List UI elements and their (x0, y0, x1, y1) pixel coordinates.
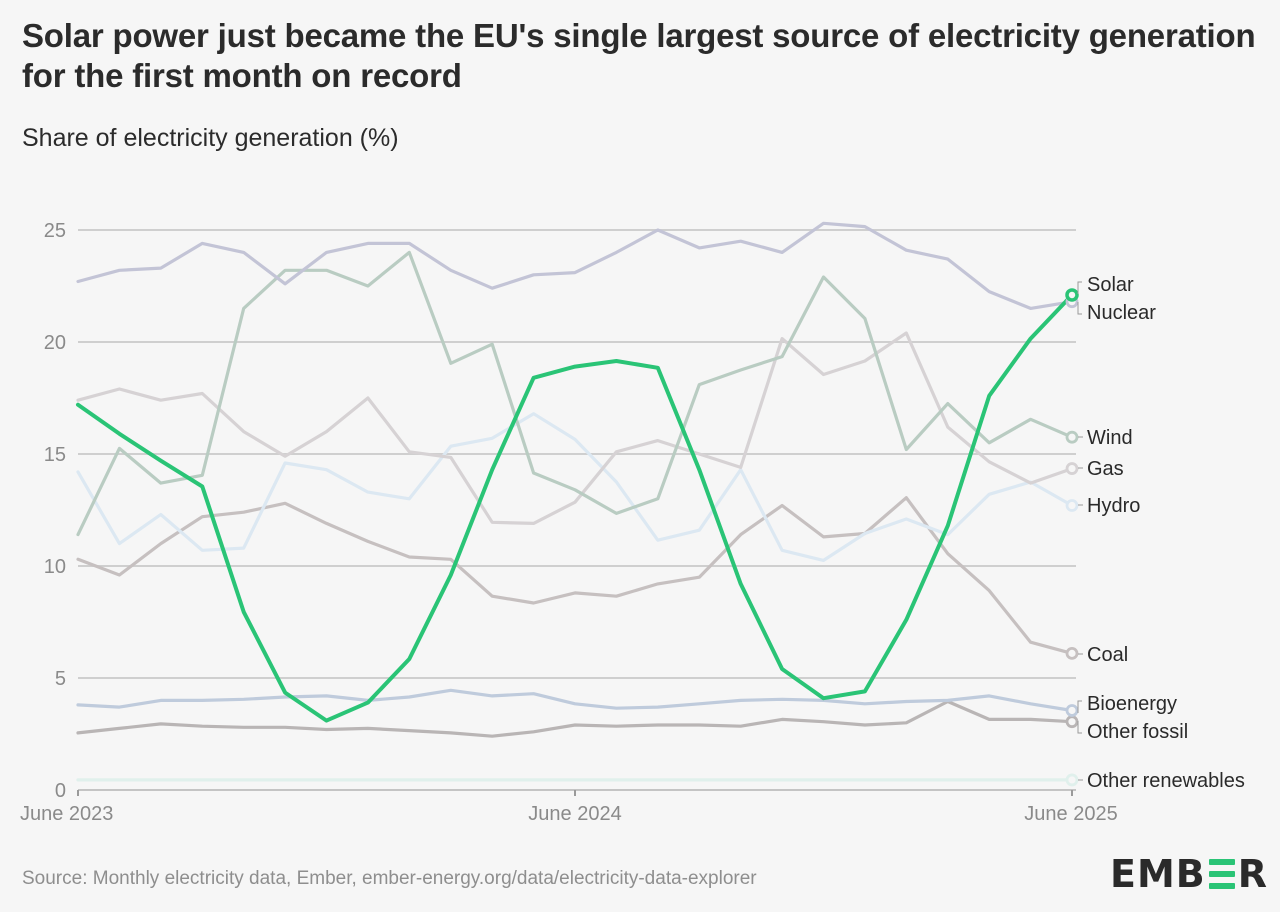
logo-green-e-icon (1208, 859, 1235, 889)
chart-subtitle: Share of electricity generation (%) (22, 124, 399, 152)
y-tick-label: 5 (55, 668, 66, 690)
label-bracket (1077, 302, 1082, 315)
logo-text-right: R (1237, 852, 1268, 896)
series-line-bioenergy (76, 688, 1074, 713)
series-line-hydro (76, 412, 1074, 562)
end-marker-coal (1065, 646, 1079, 660)
y-tick-label: 20 (44, 332, 66, 354)
end-marker-other-fossil (1065, 715, 1079, 729)
ember-logo: EMB R (1110, 852, 1268, 896)
series-line-gas (76, 331, 1074, 525)
chart-title: Solar power just became the EU's single … (22, 17, 1256, 94)
series-line-solar (76, 293, 1074, 723)
end-label-other-renewables: Other renewables (1087, 770, 1245, 792)
label-bracket (1077, 700, 1082, 713)
end-label-hydro: Hydro (1087, 495, 1140, 517)
series-line-wind (76, 250, 1074, 537)
end-marker-gas (1065, 462, 1079, 475)
end-label-nuclear: Nuclear (1087, 302, 1156, 324)
end-label-solar: Solar (1087, 274, 1134, 296)
y-tick-label: 0 (55, 780, 66, 802)
end-marker-hydro (1065, 499, 1079, 512)
x-tick-label: June 2025 (1024, 803, 1117, 825)
logo-text-left: EMB (1109, 852, 1206, 896)
end-markers (1065, 288, 1079, 787)
end-label-wind: Wind (1087, 427, 1133, 449)
gridlines (78, 229, 1076, 791)
x-tick-label: June 2024 (528, 803, 621, 825)
end-label-other-fossil: Other fossil (1087, 721, 1188, 743)
x-axis: June 2023 June 2024 June 2025 (20, 790, 1118, 825)
series-line-other-fossil (76, 699, 1074, 738)
y-axis-ticks: 0 5 10 15 20 25 (44, 220, 66, 802)
series-lines (76, 221, 1074, 782)
label-bracket (1077, 721, 1082, 734)
line-chart: 0 5 10 15 20 25 June 2023 June 2024 June 2025 S… (20, 220, 1245, 825)
y-tick-label: 10 (44, 556, 66, 578)
label-bracket (1077, 281, 1082, 294)
source-note: Source: Monthly electricity data, Ember,… (22, 868, 757, 889)
end-label-gas: Gas (1087, 458, 1124, 480)
series-line-nuclear (76, 221, 1074, 310)
y-tick-label: 25 (44, 220, 66, 242)
y-tick-label: 15 (44, 444, 66, 466)
x-tick-label: June 2023 (20, 803, 113, 825)
end-marker-bioenergy (1065, 704, 1079, 717)
end-marker-other-renewables (1065, 773, 1079, 787)
end-marker-wind (1065, 430, 1079, 444)
end-label-coal: Coal (1087, 644, 1128, 666)
series-line-coal (76, 496, 1074, 655)
end-marker-solar (1065, 288, 1079, 302)
end-label-bioenergy: Bioenergy (1087, 693, 1177, 715)
series-end-labels: Solar Nuclear Wind Gas Hydro Coal Bioenergy Oth… (1077, 274, 1245, 792)
